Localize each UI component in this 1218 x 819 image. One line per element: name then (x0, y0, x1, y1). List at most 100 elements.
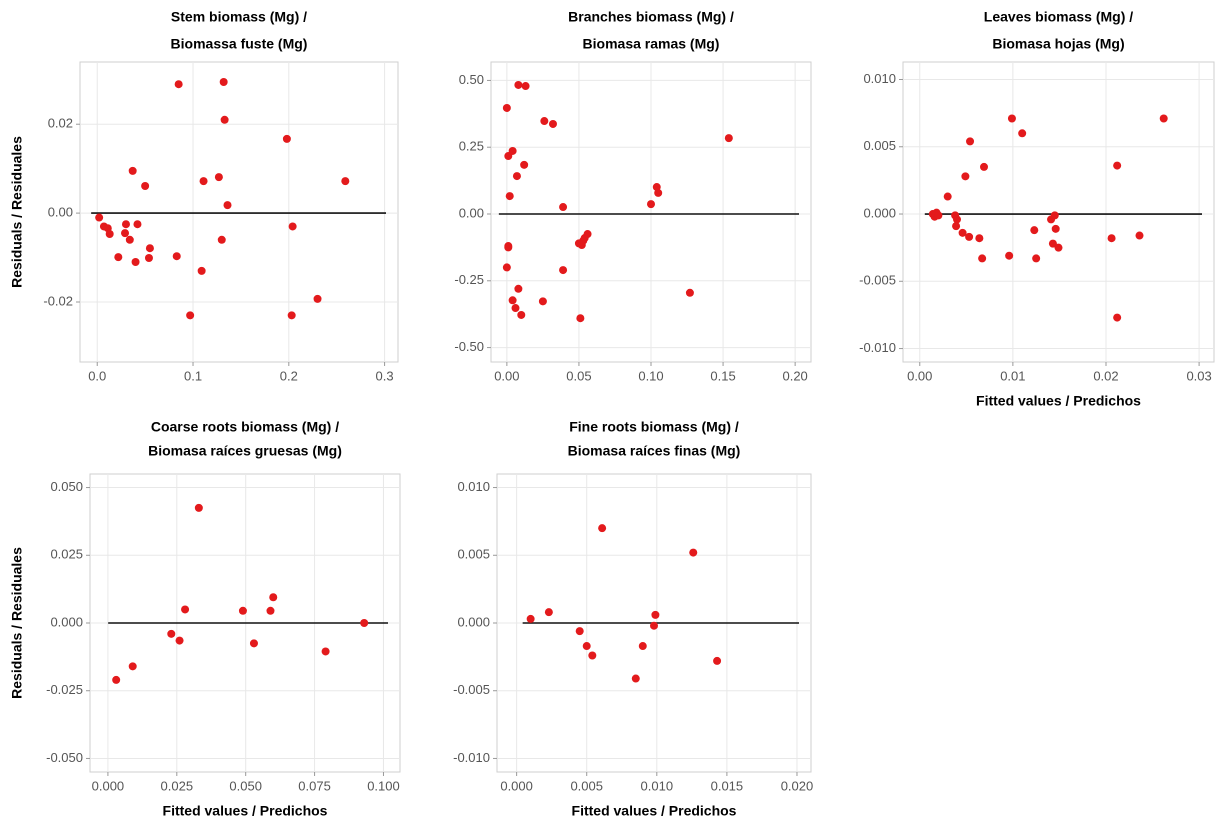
point (172, 252, 181, 261)
chart-title: Biomassa fuste (Mg) (171, 36, 308, 52)
point (321, 647, 330, 656)
point (651, 610, 660, 619)
y-tick-label: -0.010 (859, 340, 896, 355)
point (650, 621, 658, 630)
point (520, 160, 529, 169)
point (167, 629, 176, 638)
point (514, 80, 523, 89)
point (978, 254, 987, 263)
point (965, 232, 974, 241)
point (199, 177, 208, 186)
y-tick-label: 0.005 (457, 547, 490, 562)
point (1159, 114, 1168, 123)
point (934, 211, 943, 220)
point (128, 662, 137, 671)
point (194, 503, 203, 512)
point (505, 192, 514, 201)
point (144, 254, 153, 262)
point (217, 235, 226, 244)
y-tick-label: -0.025 (46, 682, 83, 697)
y-axis-title: Residuals / Residuales (9, 136, 25, 288)
y-tick-label: 0.010 (457, 479, 490, 494)
y-tick-label: -0.010 (453, 750, 490, 765)
x-tick-label: 0.075 (298, 778, 331, 793)
x-axis-title: Fitted values / Predichos (163, 803, 328, 819)
point (961, 172, 970, 181)
point (1050, 211, 1059, 220)
point (1032, 254, 1041, 263)
y-tick-label: 0.02 (48, 116, 73, 131)
point (121, 220, 130, 229)
y-tick-label: -0.50 (454, 339, 484, 354)
point (121, 229, 130, 238)
y-tick-label: 0.000 (50, 614, 83, 629)
point (685, 288, 694, 297)
point (145, 244, 154, 253)
point (952, 222, 961, 231)
y-tick-label: 0.00 (48, 205, 73, 220)
point (521, 82, 530, 91)
y-tick-label: 0.000 (863, 205, 896, 220)
y-tick-label: 0.025 (50, 547, 83, 562)
point (214, 173, 223, 182)
point (1018, 129, 1027, 138)
x-tick-label: 0.00 (907, 368, 932, 383)
point (114, 253, 123, 262)
y-tick-label: 0.005 (863, 138, 896, 153)
point (95, 213, 104, 222)
x-tick-label: 0.02 (1093, 368, 1118, 383)
point (219, 78, 228, 86)
y-tick-label: -0.005 (859, 273, 896, 288)
y-tick-label: -0.25 (454, 272, 484, 287)
point (647, 200, 655, 209)
x-tick-label: 0.2 (280, 368, 298, 383)
point (181, 605, 190, 614)
point (360, 619, 369, 627)
chart-title: Biomasa raíces gruesas (Mg) (148, 443, 342, 459)
y-tick-label: 0.25 (459, 139, 484, 154)
point (1051, 224, 1060, 233)
point (282, 134, 291, 143)
x-tick-label: 0.3 (376, 368, 394, 383)
point (548, 119, 557, 128)
point (131, 258, 140, 266)
point (1107, 234, 1116, 243)
x-tick-label: 0.020 (781, 778, 814, 793)
x-tick-label: 0.05 (566, 368, 591, 383)
x-tick-label: 0.005 (570, 778, 603, 793)
point (141, 182, 150, 190)
point (975, 234, 984, 243)
point (980, 162, 989, 171)
point (249, 639, 258, 648)
point (517, 310, 526, 319)
point (175, 636, 184, 645)
point (266, 606, 275, 615)
point (526, 614, 535, 623)
chart-title: Leaves biomass (Mg) / (984, 9, 1133, 25)
x-tick-label: 0.01 (1000, 368, 1025, 383)
x-tick-label: 0.050 (229, 778, 262, 793)
point (540, 117, 549, 126)
y-tick-label: 0.010 (863, 71, 896, 86)
x-tick-label: 0.10 (638, 368, 663, 383)
x-tick-label: 0.100 (367, 778, 400, 793)
point (544, 608, 553, 617)
point (958, 228, 967, 237)
point (313, 294, 322, 303)
point (598, 524, 607, 533)
x-tick-label: 0.20 (782, 368, 807, 383)
y-tick-label: 0.00 (459, 205, 484, 220)
y-tick-label: -0.005 (453, 682, 490, 697)
point (238, 606, 247, 615)
point (105, 230, 114, 238)
chart-title: Coarse roots biomass (Mg) / (151, 419, 339, 435)
x-tick-label: 0.010 (641, 778, 674, 793)
x-tick-label: 0.03 (1186, 368, 1211, 383)
point (1054, 243, 1063, 252)
point (223, 201, 232, 210)
point (287, 311, 296, 320)
point (966, 137, 975, 146)
chart-title: Biomasa hojas (Mg) (992, 36, 1124, 52)
point (943, 192, 952, 201)
point (631, 674, 640, 683)
